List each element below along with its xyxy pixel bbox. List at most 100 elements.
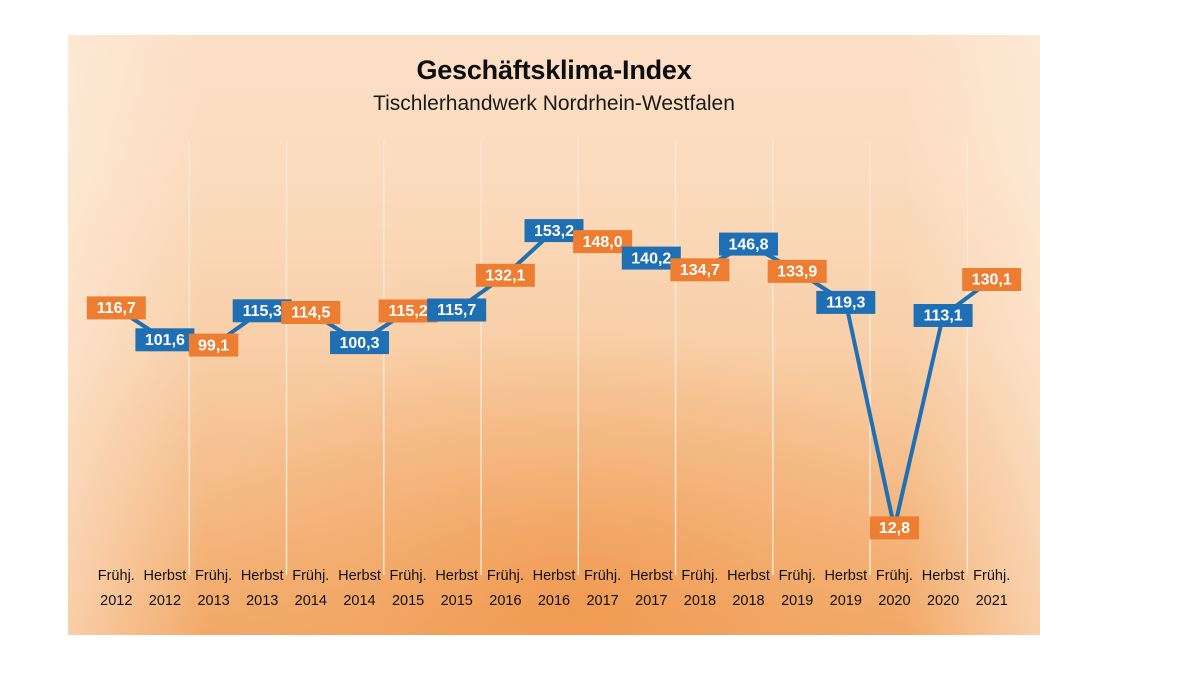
x-axis-season-label: Herbst	[824, 568, 867, 584]
x-axis-year-label: 2016	[538, 593, 570, 609]
x-axis-season-label: Frühj.	[98, 568, 135, 584]
x-axis-year-label: 2016	[489, 593, 521, 609]
data-label-box	[330, 331, 389, 355]
x-axis-year-label: 2019	[781, 593, 813, 609]
data-label-box	[869, 516, 920, 540]
data-label-value: 114,5	[291, 305, 330, 322]
x-axis-season-label: Frühj.	[876, 568, 913, 584]
x-axis-season-label: Herbst	[533, 568, 576, 584]
data-label: 115,3	[232, 299, 292, 323]
data-label: 101,6	[135, 328, 195, 352]
x-axis-season-label: Frühj.	[292, 568, 329, 584]
x-axis-season-label: Herbst	[630, 568, 673, 584]
data-label-value: 101,6	[145, 332, 185, 349]
chart-panel: 116,7 101,6 99,1 115,3 114,5 100,3 115,2 115,7 1…	[68, 35, 1040, 635]
data-label: 99,1	[188, 333, 239, 357]
data-label: 12,8	[869, 516, 920, 540]
data-label-box	[232, 299, 292, 323]
data-label-box	[427, 298, 487, 322]
data-label: 140,2	[621, 246, 681, 270]
data-label-box	[573, 230, 633, 254]
data-label-value: 130,1	[972, 272, 1012, 289]
data-label-box	[670, 258, 730, 282]
data-label-box	[621, 246, 681, 270]
data-label-value: 100,3	[339, 335, 379, 352]
data-label-group: 116,7 101,6 99,1 115,3 114,5 100,3 115,2 115,7 1…	[86, 219, 1022, 540]
data-label-box	[816, 290, 876, 314]
data-label-value: 12,8	[879, 520, 910, 537]
x-axis-year-label: 2012	[100, 593, 132, 609]
series-line-geschaeftsklima	[115, 228, 993, 529]
gridlines	[188, 140, 969, 575]
data-label: 133,9	[767, 259, 827, 283]
data-label-value: 99,1	[198, 337, 229, 354]
data-label-value: 119,3	[826, 295, 865, 312]
line-chart: 116,7 101,6 99,1 115,3 114,5 100,3 115,2 115,7 1…	[86, 140, 1022, 609]
x-axis-season-label: Herbst	[922, 568, 965, 584]
data-label: 153,2	[524, 219, 584, 243]
data-label: 100,3	[330, 331, 389, 355]
x-axis-season-label: Herbst	[338, 568, 381, 584]
data-label: 132,1	[475, 263, 535, 287]
x-axis-year-label: 2018	[684, 593, 716, 609]
x-axis-season-label: Herbst	[241, 568, 284, 584]
x-axis-season-label: Herbst	[144, 568, 187, 584]
x-axis-year-label: 2013	[246, 593, 278, 609]
data-label: 115,2	[378, 299, 438, 323]
data-label-value: 115,2	[389, 303, 428, 320]
data-label-box	[135, 328, 195, 352]
x-axis-year-label: 2019	[830, 593, 862, 609]
series-line-group	[115, 228, 993, 529]
data-label-value: 132,1	[485, 268, 525, 285]
x-axis-year-label: 2021	[976, 593, 1008, 609]
data-label: 148,0	[573, 230, 633, 254]
x-axis-season-label: Frühj.	[390, 568, 427, 584]
x-axis-year-label: 2017	[586, 593, 618, 609]
data-label: 114,5	[281, 301, 341, 324]
x-axis-year-label: 2014	[295, 593, 327, 609]
data-label: 115,7	[427, 298, 487, 322]
data-label-box	[962, 268, 1022, 291]
data-label-value: 115,3	[243, 303, 282, 320]
data-label-value: 148,0	[583, 234, 623, 251]
data-label-value: 146,8	[728, 236, 768, 253]
data-label-box	[188, 333, 239, 357]
x-axis-season-label: Frühj.	[195, 568, 232, 584]
x-axis-season-label: Frühj.	[584, 568, 621, 584]
x-axis-season-label: Frühj.	[779, 568, 816, 584]
data-label-box	[281, 301, 341, 324]
data-label-box	[524, 219, 584, 243]
data-label-box	[475, 263, 535, 287]
x-axis-year-label: 2013	[197, 593, 229, 609]
data-label: 146,8	[719, 232, 778, 256]
data-label-value: 153,2	[534, 223, 574, 240]
data-label-box	[767, 259, 827, 283]
data-label: 134,7	[670, 258, 730, 282]
data-label: 116,7	[86, 296, 146, 320]
data-label-value: 116,7	[97, 300, 136, 317]
x-axis-season-label: Herbst	[727, 568, 770, 584]
x-axis-year-label: 2020	[878, 593, 910, 609]
x-axis-season-label: Frühj.	[681, 568, 718, 584]
data-label: 113,1	[913, 304, 973, 327]
data-label-value: 134,7	[680, 262, 720, 279]
data-label-value: 140,2	[631, 250, 671, 267]
data-label-box	[378, 299, 438, 323]
data-label: 130,1	[962, 268, 1022, 291]
data-label-box	[86, 296, 146, 320]
data-label: 119,3	[816, 290, 876, 314]
x-axis-year-label: 2014	[343, 593, 375, 609]
data-label-box	[719, 232, 778, 256]
x-axis-year-label: 2015	[441, 593, 473, 609]
x-axis-season-label: Frühj.	[487, 568, 524, 584]
x-axis-year-label: 2018	[732, 593, 764, 609]
x-axis-year-label: 2015	[392, 593, 424, 609]
data-label-value: 133,9	[777, 264, 817, 281]
data-label-value: 115,7	[437, 302, 476, 319]
x-axis-season-label: Herbst	[435, 568, 478, 584]
x-axis-year-label: 2020	[927, 593, 959, 609]
x-axis-year-label: 2017	[635, 593, 667, 609]
x-axis-season-label: Frühj.	[973, 568, 1010, 584]
x-axis-year-label: 2012	[149, 593, 181, 609]
x-axis-label-group: Frühj. 2012 Herbst 2012 Frühj. 2013 Herbst 2013…	[98, 568, 1010, 609]
